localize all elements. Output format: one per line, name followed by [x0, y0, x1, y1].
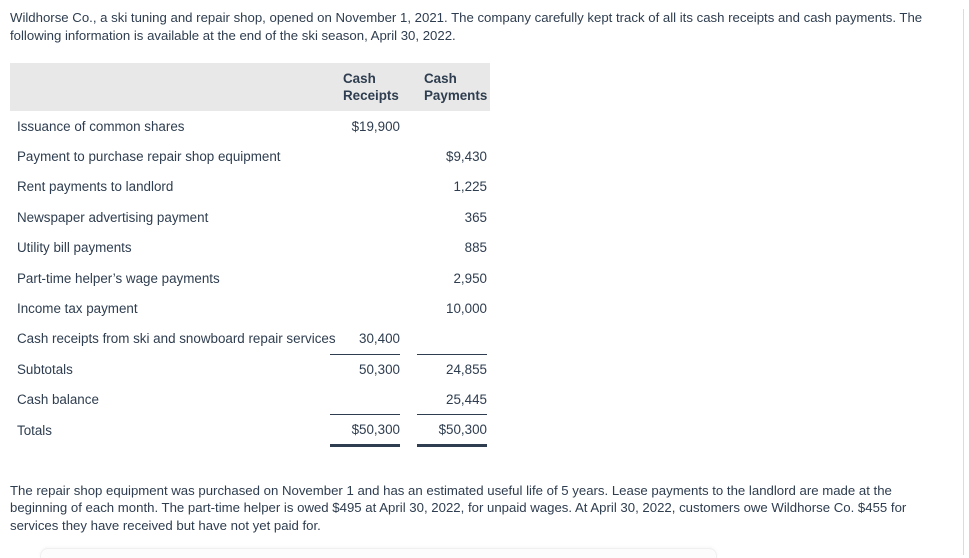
- spacer-cell: [487, 354, 490, 384]
- table-row: Part-time helper’s wage payments 2,950: [10, 263, 490, 293]
- spacer-cell: [400, 202, 417, 232]
- table-row: Subtotals 50,300 24,855: [10, 354, 490, 384]
- receipts-value: [330, 172, 400, 202]
- spacer-cell: [487, 385, 490, 415]
- table-row: Cash receipts from ski and snowboard rep…: [10, 323, 490, 355]
- payments-value: [417, 323, 487, 355]
- row-label: Subtotals: [17, 361, 73, 377]
- row-label: Issuance of common shares: [17, 118, 185, 134]
- row-label: Part-time helper’s wage payments: [17, 270, 220, 286]
- spacer-cell: [400, 385, 417, 415]
- footer-paragraph: The repair shop equipment was purchased …: [10, 482, 907, 533]
- table-row: Payment to purchase repair shop equipmen…: [10, 141, 490, 171]
- table-row: Rent payments to landlord 1,225: [10, 172, 490, 202]
- spacer-cell: [400, 415, 417, 445]
- problem-content: Wildhorse Co., a ski tuning and repair s…: [0, 9, 969, 534]
- spacer-cell: [400, 172, 417, 202]
- payments-value: 25,445: [417, 384, 487, 416]
- payments-value: 24,855: [446, 362, 487, 378]
- spacer-cell: [400, 354, 417, 384]
- row-label: Income tax payment: [17, 301, 138, 317]
- spacer-cell: [400, 141, 417, 171]
- payments-value: 885: [464, 240, 487, 256]
- table-row-totals: Totals $50,300 $50,300: [10, 414, 490, 447]
- receipts-value: $19,900: [351, 118, 400, 134]
- payments-value: 2,950: [453, 270, 487, 286]
- table-row: Issuance of common shares $19,900: [10, 111, 490, 141]
- cash-receipts-column-header: Cash Receipts: [330, 63, 400, 111]
- receipts-value: [330, 141, 400, 171]
- cash-payments-column-header: Cash Payments: [417, 63, 487, 111]
- spacer-cell: [487, 63, 490, 111]
- spacer-cell: [487, 263, 490, 293]
- right-panel-divider: [963, 9, 964, 555]
- receipts-value: [330, 384, 400, 416]
- receipts-value: 50,300: [359, 362, 400, 378]
- next-section-card-edge: [40, 548, 717, 558]
- payments-value: 10,000: [446, 301, 487, 317]
- table-body: Issuance of common shares $19,900 Paymen…: [10, 111, 490, 447]
- receipts-value: [330, 263, 400, 293]
- row-label: Cash receipts from ski and snowboard rep…: [17, 331, 336, 347]
- receipts-value: $50,300: [330, 414, 400, 447]
- spacer-cell: [487, 293, 490, 323]
- row-label: Payment to purchase repair shop equipmen…: [17, 149, 281, 165]
- spacer-cell: [400, 111, 417, 141]
- row-label: Utility bill payments: [17, 240, 132, 256]
- spacer-cell: [487, 415, 490, 445]
- payments-value: [417, 111, 487, 141]
- spacer-cell: [400, 233, 417, 263]
- row-label: Newspaper advertising payment: [17, 209, 209, 225]
- receipts-value: [330, 202, 400, 232]
- row-label: Totals: [17, 422, 52, 438]
- spacer-cell: [487, 141, 490, 171]
- label-column-header: [10, 63, 330, 111]
- receipts-value: 30,400: [330, 323, 400, 355]
- spacer-cell: [487, 324, 490, 354]
- spacer-cell: [487, 172, 490, 202]
- spacer-cell: [400, 263, 417, 293]
- payments-value: $50,300: [417, 414, 487, 447]
- table-row: Cash balance 25,445: [10, 384, 490, 416]
- cash-receipts-payments-table: Cash Receipts Cash Payments Issuance of …: [10, 63, 490, 447]
- receipts-value: [330, 233, 400, 263]
- table-row: Utility bill payments 885: [10, 233, 490, 263]
- row-label: Rent payments to landlord: [17, 179, 174, 195]
- table-header-row: Cash Receipts Cash Payments: [10, 63, 490, 111]
- table-header: Cash Receipts Cash Payments: [10, 63, 490, 111]
- spacer-cell: [400, 324, 417, 354]
- spacer-cell: [400, 63, 417, 111]
- spacer-cell: [487, 111, 490, 141]
- receipts-value: [330, 293, 400, 323]
- table-row: Newspaper advertising payment 365: [10, 202, 490, 232]
- intro-paragraph: Wildhorse Co., a ski tuning and repair s…: [10, 10, 923, 43]
- payments-value: 1,225: [453, 179, 487, 195]
- table-row: Income tax payment 10,000: [10, 293, 490, 323]
- row-label: Cash balance: [17, 392, 99, 408]
- payments-value: 365: [464, 209, 487, 225]
- spacer-cell: [487, 233, 490, 263]
- payments-value: $9,430: [446, 149, 487, 165]
- spacer-cell: [400, 293, 417, 323]
- spacer-cell: [487, 202, 490, 232]
